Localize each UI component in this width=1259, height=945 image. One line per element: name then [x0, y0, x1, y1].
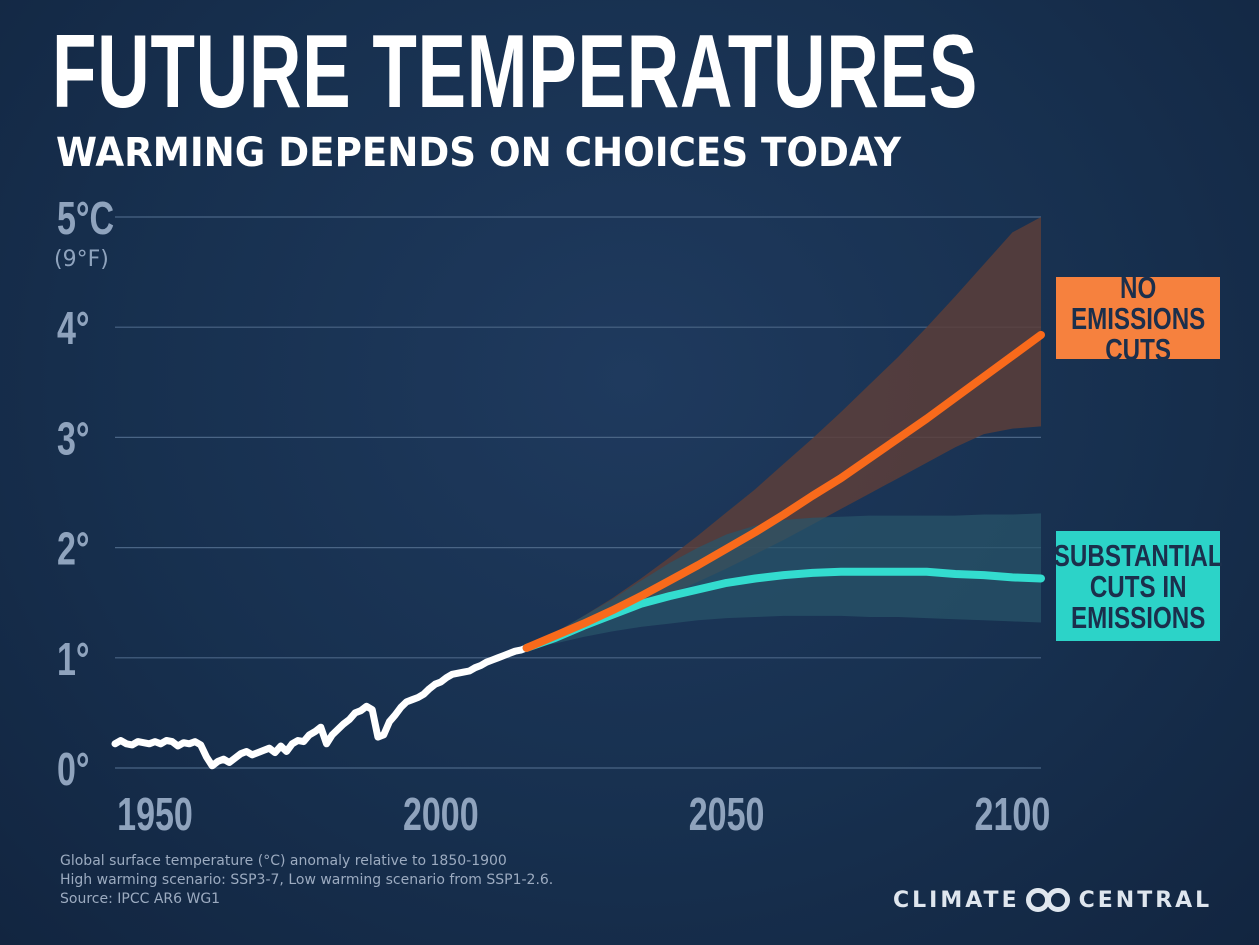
x-tick-label: 1950 — [117, 788, 193, 840]
page-subtitle: WARMING DEPENDS ON CHOICES TODAY — [56, 130, 902, 176]
y-tick-label: 3° — [57, 412, 90, 464]
brand-text-right: CENTRAL — [1078, 887, 1213, 913]
label-substantial-cuts-text: SUBSTANTIAL CUTS IN EMISSIONS — [1053, 537, 1223, 635]
climate-central-logo-icon — [1025, 888, 1070, 912]
y-tick-label: 5°C — [57, 192, 114, 244]
series-historical-line — [111, 644, 531, 770]
y-tick-label: 0° — [57, 743, 90, 795]
band-no-emissions-cuts — [526, 217, 1041, 648]
footnote-source: Source: IPCC AR6 WG1 — [60, 891, 221, 907]
y-secondary-unit-label: (9°F) — [54, 247, 109, 272]
brand-text-left: CLIMATE — [893, 887, 1020, 913]
y-tick-label: 4° — [57, 302, 90, 354]
x-tick-label: 2100 — [975, 788, 1051, 840]
y-tick-label: 2° — [57, 523, 90, 575]
series-lines — [111, 330, 1045, 770]
series-no-emissions-cuts-line — [522, 330, 1045, 652]
band-substantial-cuts — [526, 513, 1041, 648]
x-tick-label: 2000 — [403, 788, 479, 840]
page-title: FUTURE TEMPERATURES — [52, 14, 979, 130]
label-substantial-cuts: SUBSTANTIAL CUTS IN EMISSIONS — [1053, 531, 1223, 641]
x-tick-label: 2050 — [689, 788, 765, 840]
label-no-emissions-cuts: NO EMISSIONS CUTS — [1056, 272, 1220, 365]
footnotes: Global surface temperature (°C) anomaly … — [60, 852, 553, 909]
gridlines — [115, 216, 1041, 769]
footnote-definition: Global surface temperature (°C) anomaly … — [60, 853, 507, 869]
footnote-scenarios: High warming scenario: SSP3-7, Low warmi… — [60, 872, 554, 888]
brand-logo: CLIMATE CENTRAL — [893, 885, 1212, 915]
uncertainty-bands — [526, 217, 1041, 648]
y-tick-label: 1° — [57, 633, 90, 685]
label-no-emissions-cuts-text: NO EMISSIONS CUTS — [1070, 269, 1206, 367]
x-axis: 1950 2000 2050 2100 — [117, 788, 1050, 840]
y-axis: 0° 1° 2° 3° 4° 5°C (9°F) — [54, 192, 114, 795]
